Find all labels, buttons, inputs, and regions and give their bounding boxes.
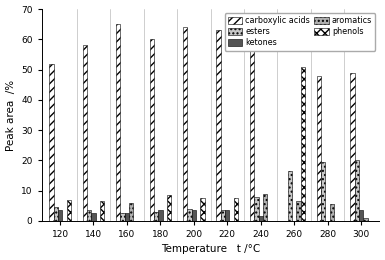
Bar [129, 203, 134, 221]
Bar [363, 218, 368, 221]
X-axis label: Temperature   t /°C: Temperature t /°C [161, 244, 260, 255]
Bar [225, 210, 229, 221]
Bar [259, 216, 263, 221]
Bar [183, 27, 187, 221]
Bar [317, 76, 321, 221]
Bar [87, 210, 91, 221]
Bar [200, 198, 205, 221]
Bar [263, 194, 267, 221]
Bar [296, 201, 301, 221]
Bar [91, 213, 95, 221]
Bar [167, 195, 171, 221]
Bar [149, 39, 154, 221]
Bar [288, 171, 292, 221]
Bar [154, 212, 158, 221]
Bar [54, 207, 58, 221]
Bar [158, 210, 162, 221]
Legend: carboxylic acids, esters, ketones, aromatics, phenols: carboxylic acids, esters, ketones, aroma… [224, 13, 375, 50]
Bar [216, 30, 221, 221]
Bar [301, 67, 305, 221]
Bar [359, 210, 363, 221]
Bar [67, 200, 71, 221]
Bar [221, 210, 225, 221]
Bar [100, 201, 104, 221]
Bar [250, 42, 254, 221]
Bar [125, 213, 129, 221]
Bar [355, 160, 359, 221]
Bar [49, 63, 54, 221]
Bar [58, 210, 62, 221]
Bar [321, 162, 325, 221]
Bar [234, 198, 238, 221]
Bar [83, 45, 87, 221]
Bar [187, 209, 192, 221]
Bar [330, 204, 334, 221]
Y-axis label: Peak area  /%: Peak area /% [5, 79, 15, 151]
Bar [350, 73, 355, 221]
Bar [192, 210, 196, 221]
Bar [254, 197, 259, 221]
Bar [116, 24, 121, 221]
Bar [121, 213, 125, 221]
